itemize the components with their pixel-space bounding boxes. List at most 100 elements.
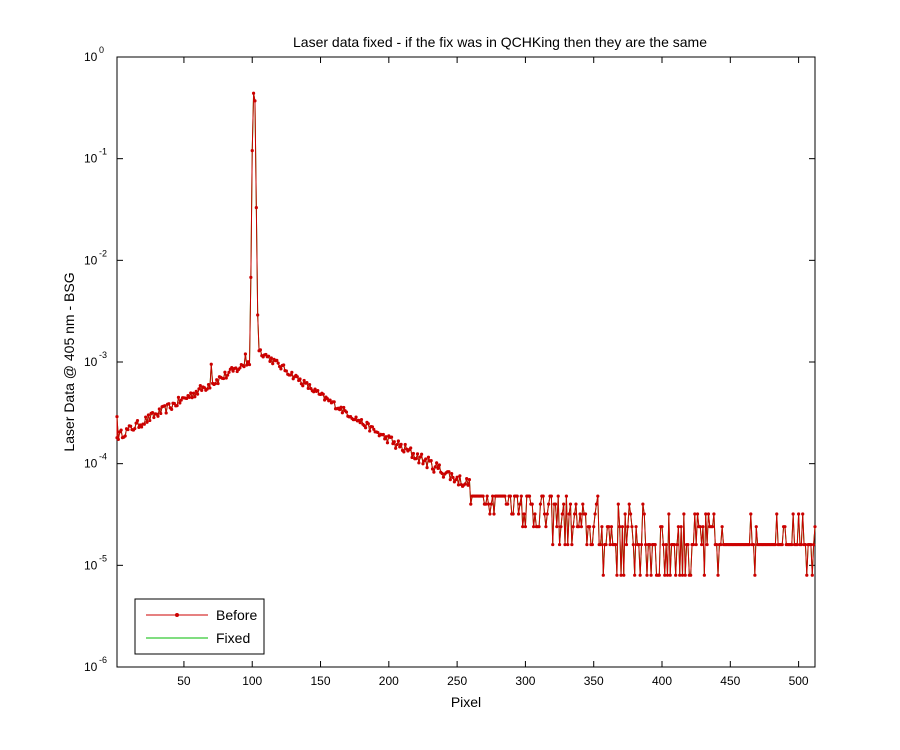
before-marker xyxy=(372,427,376,431)
before-marker xyxy=(637,542,641,547)
before-marker xyxy=(126,427,130,432)
before-marker xyxy=(142,422,146,426)
before-marker xyxy=(463,482,467,486)
before-marker xyxy=(519,494,523,498)
before-marker xyxy=(521,525,525,529)
legend: Before Fixed xyxy=(134,598,265,655)
before-marker xyxy=(644,542,648,547)
before-marker xyxy=(626,525,630,529)
before-marker xyxy=(668,573,672,577)
before-marker xyxy=(230,365,234,370)
before-marker xyxy=(302,378,306,383)
before-marker xyxy=(338,408,342,412)
before-marker xyxy=(571,525,575,529)
before-marker xyxy=(410,455,414,460)
before-marker xyxy=(557,542,562,547)
before-marker xyxy=(189,391,193,395)
before-marker xyxy=(702,573,706,577)
before-marker xyxy=(447,470,451,474)
before-marker xyxy=(269,356,273,360)
before-marker xyxy=(581,502,585,506)
before-marker xyxy=(631,542,635,547)
before-marker xyxy=(590,542,594,547)
before-marker xyxy=(133,427,137,431)
before-marker xyxy=(185,396,189,401)
before-marker xyxy=(642,512,646,516)
before-marker xyxy=(549,494,553,498)
before-marker xyxy=(481,494,485,498)
before-marker xyxy=(674,573,678,577)
before-marker xyxy=(178,401,182,405)
before-marker xyxy=(119,428,123,432)
legend-fixed-label: Fixed xyxy=(216,630,250,646)
before-marker xyxy=(491,494,495,498)
before-marker xyxy=(542,512,547,516)
before-marker xyxy=(176,395,181,399)
y-tick-exponent: 0 xyxy=(99,45,104,55)
before-marker xyxy=(256,313,260,317)
before-marker xyxy=(344,410,349,414)
before-marker xyxy=(747,542,752,547)
before-marker xyxy=(790,542,794,547)
before-marker xyxy=(663,573,667,577)
before-marker xyxy=(795,542,799,547)
before-marker xyxy=(567,512,571,516)
before-marker xyxy=(675,542,679,547)
y-tick-label: 10 xyxy=(84,50,98,64)
before-marker xyxy=(465,477,469,481)
before-marker xyxy=(359,417,364,422)
before-marker xyxy=(234,366,238,370)
before-marker xyxy=(288,373,293,377)
before-marker xyxy=(630,525,634,529)
before-marker xyxy=(551,542,555,547)
before-marker xyxy=(616,502,620,506)
y-tick-exponent: -4 xyxy=(99,452,107,462)
before-marker xyxy=(146,413,151,417)
before-marker xyxy=(247,362,252,367)
before-marker xyxy=(245,363,249,367)
before-marker xyxy=(170,407,174,411)
before-marker xyxy=(720,525,724,529)
before-marker xyxy=(604,542,608,547)
before-marker xyxy=(489,502,493,506)
before-marker xyxy=(683,573,687,577)
before-marker xyxy=(301,384,305,388)
before-marker xyxy=(467,477,472,482)
before-marker xyxy=(775,512,779,516)
before-marker xyxy=(242,365,246,369)
before-marker xyxy=(148,418,152,423)
before-marker xyxy=(578,512,582,516)
before-marker xyxy=(562,502,566,506)
before-marker xyxy=(754,525,758,529)
before-marker xyxy=(425,466,429,470)
before-marker xyxy=(682,512,686,516)
before-marker xyxy=(624,542,629,547)
before-marker xyxy=(249,275,253,279)
before-marker xyxy=(801,512,805,516)
before-marker xyxy=(522,512,526,516)
x-tick-label: 400 xyxy=(652,674,672,688)
y-tick-exponent: -3 xyxy=(99,350,107,360)
before-marker xyxy=(433,465,437,469)
before-marker xyxy=(157,407,161,411)
before-marker xyxy=(680,573,685,577)
before-marker xyxy=(705,542,709,547)
x-axis-title: Pixel xyxy=(451,694,481,710)
before-marker xyxy=(150,410,155,415)
before-marker xyxy=(366,422,370,426)
before-marker xyxy=(511,512,515,516)
plot-frame xyxy=(116,56,816,668)
before-marker xyxy=(466,483,470,487)
x-tick-label: 300 xyxy=(515,674,535,688)
before-marker xyxy=(809,542,813,547)
before-marker xyxy=(607,525,611,529)
before-marker xyxy=(398,445,402,449)
before-marker xyxy=(213,382,217,386)
before-marker xyxy=(167,402,171,406)
before-marker xyxy=(791,512,795,516)
before-marker xyxy=(608,542,612,547)
before-marker xyxy=(541,494,545,498)
before-marker xyxy=(116,437,120,442)
before-marker xyxy=(797,512,801,516)
chart-title: Laser data fixed - if the fix was in QCH… xyxy=(293,34,707,50)
